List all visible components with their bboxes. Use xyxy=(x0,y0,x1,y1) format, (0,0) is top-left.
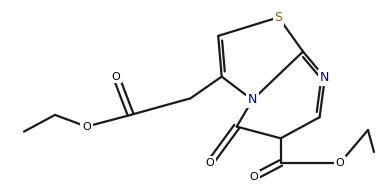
Text: O: O xyxy=(112,72,120,82)
Text: O: O xyxy=(82,122,91,132)
Text: N: N xyxy=(248,93,257,106)
Text: N: N xyxy=(320,71,329,84)
Text: O: O xyxy=(336,158,345,168)
Text: S: S xyxy=(274,11,282,24)
Text: O: O xyxy=(249,172,258,182)
Text: O: O xyxy=(206,158,215,168)
